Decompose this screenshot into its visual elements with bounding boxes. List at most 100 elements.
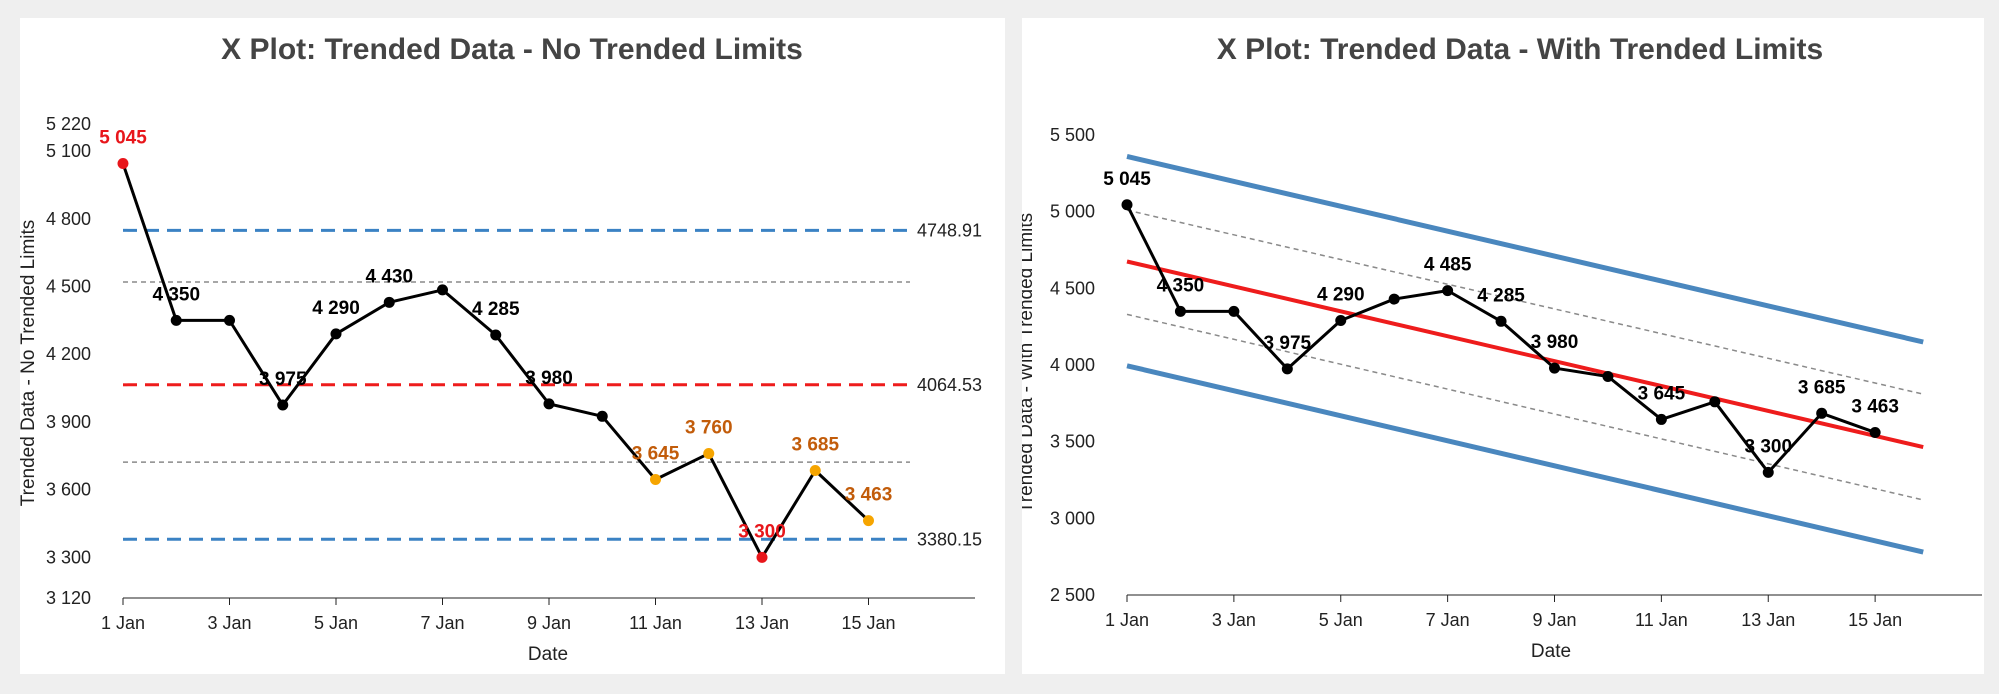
trend-center-line	[1126, 259, 1924, 449]
data-label: 4 350	[152, 284, 200, 305]
y-tick-label: 3 000	[1050, 508, 1095, 528]
x-tick-label: 7 Jan	[420, 613, 464, 633]
chart-title: X Plot: Trended Data - No Trended Limits	[221, 33, 803, 66]
x-tick-label: 11 Jan	[629, 613, 682, 633]
data-label: 4 285	[472, 299, 520, 320]
data-point	[1655, 413, 1667, 425]
y-axis-title: Trended Data - No Trended Limits	[20, 220, 39, 507]
data-point	[809, 464, 821, 476]
x-tick-label: 3 Jan	[1212, 610, 1256, 630]
y-tick-label: 3 300	[46, 547, 91, 567]
data-label: 3 300	[738, 521, 786, 542]
data-point	[1442, 285, 1454, 297]
trend-lower-sigma-line	[1126, 313, 1924, 501]
data-point	[1602, 371, 1614, 382]
x-tick-label: 13 Jan	[1741, 610, 1795, 630]
data-point	[1121, 199, 1133, 211]
data-point	[1174, 305, 1186, 317]
data-point	[224, 314, 235, 326]
data-point	[117, 158, 129, 169]
lcl-label: 3380.15	[917, 529, 982, 549]
data-label: 3 975	[259, 369, 307, 390]
chart-with-trended-limits: X Plot: Trended Data - With Trended Limi…	[1022, 33, 1982, 662]
data-point	[1549, 362, 1560, 374]
x-tick-label: 1 Jan	[1105, 610, 1149, 630]
data-point	[277, 399, 289, 411]
data-label: 4 350	[1157, 275, 1205, 296]
y-axis-title: Trended Data - With Trended Limits	[1022, 213, 1037, 513]
y-tick-label: 4 500	[46, 277, 91, 297]
x-tick-label: 1 Jan	[101, 613, 145, 633]
data-point	[596, 410, 608, 422]
data-point	[863, 515, 874, 527]
data-point	[1495, 315, 1507, 327]
data-label: 5 045	[1103, 169, 1151, 190]
data-label: 5 045	[99, 128, 147, 149]
data-point	[170, 314, 182, 326]
x-axis-title: Date	[1531, 641, 1571, 662]
data-label: 4 485	[1424, 255, 1472, 276]
y-tick-label: 4 500	[1050, 278, 1095, 298]
y-tick-label: 3 500	[1050, 432, 1095, 452]
x-axis-title: Date	[528, 644, 568, 665]
data-label: 4 290	[312, 298, 360, 319]
data-label: 3 645	[1638, 383, 1686, 404]
chart-panel-no-trended-limits: X Plot: Trended Data - No Trended Limits…	[20, 18, 1005, 674]
x-tick-label: 3 Jan	[207, 613, 251, 633]
x-tick-label: 15 Jan	[841, 613, 895, 633]
data-point	[1869, 426, 1881, 438]
data-point	[1709, 396, 1721, 408]
data-point	[1388, 293, 1400, 305]
data-label: 3 463	[845, 485, 893, 506]
x-tick-label: 5 Jan	[1319, 610, 1363, 630]
data-label: 3 645	[632, 444, 680, 465]
y-tick-label: 3 120	[46, 588, 91, 608]
chart-title: X Plot: Trended Data - With Trended Limi…	[1217, 33, 1823, 66]
data-point	[543, 398, 555, 410]
x-tick-label: 11 Jan	[1635, 610, 1688, 630]
data-point	[1281, 363, 1293, 375]
data-label: 3 980	[525, 368, 573, 389]
data-point	[437, 284, 448, 296]
data-label: 3 760	[685, 418, 733, 439]
data-label: 3 463	[1851, 396, 1899, 417]
data-label: 3 980	[1531, 332, 1579, 353]
data-label: 4 285	[1477, 285, 1525, 306]
data-point	[1762, 466, 1774, 478]
x-tick-label: 9 Jan	[1532, 610, 1576, 630]
data-point	[1228, 305, 1240, 317]
y-tick-label: 3 900	[46, 412, 91, 432]
data-point	[383, 296, 395, 308]
data-label: 3 975	[1264, 333, 1312, 354]
data-label: 3 685	[1798, 377, 1846, 398]
data-label: 4 290	[1317, 285, 1365, 306]
data-point	[330, 328, 342, 340]
data-point	[703, 448, 715, 460]
data-line	[121, 163, 870, 559]
y-tick-label: 3 600	[46, 480, 91, 500]
chart-panel-with-trended-limits: X Plot: Trended Data - With Trended Limi…	[1022, 18, 1984, 674]
chart-no-trended-limits: X Plot: Trended Data - No Trended Limits…	[20, 33, 982, 665]
y-tick-label: 5 100	[46, 141, 91, 161]
data-point	[756, 551, 768, 563]
y-tick-label: 2 500	[1050, 585, 1095, 605]
x-tick-label: 13 Jan	[735, 613, 789, 633]
y-tick-label: 4 800	[46, 209, 91, 229]
data-label: 4 430	[365, 266, 413, 287]
trend-upper-sigma-line	[1126, 209, 1924, 395]
x-tick-label: 5 Jan	[314, 613, 358, 633]
data-label: 3 300	[1744, 436, 1792, 457]
x-tick-label: 7 Jan	[1426, 610, 1470, 630]
trend-lcl-line	[1126, 363, 1924, 555]
y-tick-label: 5 220	[46, 114, 91, 134]
data-point	[1816, 407, 1828, 419]
y-tick-label: 5 000	[1050, 202, 1095, 222]
ucl-label: 4748.91	[917, 220, 982, 240]
y-tick-label: 5 500	[1050, 125, 1095, 145]
data-point	[1335, 315, 1347, 327]
y-tick-label: 4 200	[46, 344, 91, 364]
data-point	[650, 474, 661, 485]
data-point	[490, 329, 502, 341]
trend-ucl-line	[1126, 154, 1924, 345]
y-tick-label: 4 000	[1050, 355, 1095, 375]
